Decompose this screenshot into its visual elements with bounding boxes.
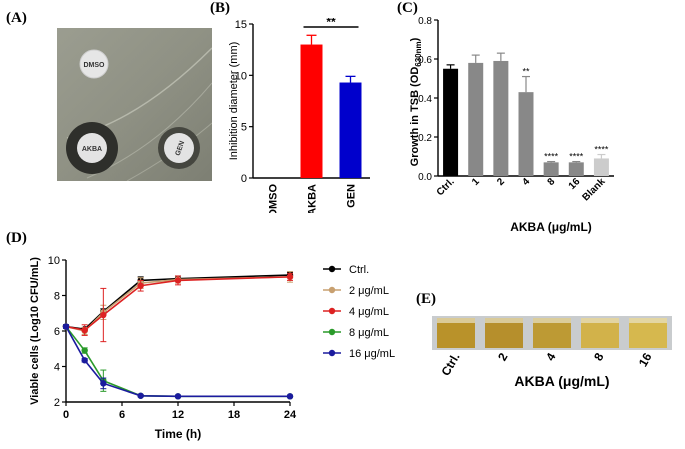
y-axis-label: Viable cells (Log10 CFU/mL) xyxy=(29,257,41,405)
x-axis-label: AKBA (μg/mL) xyxy=(510,220,592,234)
x-tick-label: 4 xyxy=(520,176,532,188)
y-tick-label: 0.8 xyxy=(418,16,432,27)
y-tick-label: 4 xyxy=(54,362,60,374)
legend-label: Ctrl. xyxy=(349,264,369,276)
x-tick-label: 18 xyxy=(228,409,240,421)
y-tick-label: 0.2 xyxy=(418,133,432,144)
x-tick-label: DMSO xyxy=(268,184,280,213)
y-axis-label: Inhibition diameter (mm) xyxy=(228,42,240,161)
x-tick-label: Ctrl. xyxy=(435,176,457,198)
legend-label: 8 μg/mL xyxy=(349,327,389,339)
legend-marker xyxy=(328,265,336,273)
x-tick-label: 24 xyxy=(284,409,297,421)
tube-label: 8 xyxy=(591,350,607,363)
panel-label-e: (E) xyxy=(416,291,436,307)
chart-c-growth-tsb: 0.0 0.2 0.4 0.6 0.8 Growth in TSB (OD630nm) Ct… xyxy=(409,16,614,234)
y-tick-label: 10 xyxy=(48,255,60,267)
panel-label-d: (D) xyxy=(6,230,27,246)
legend-label: 4 μg/mL xyxy=(349,306,389,318)
bar xyxy=(568,162,584,176)
data-point xyxy=(81,347,88,354)
legend-label: 16 μg/mL xyxy=(349,348,395,360)
tube-label: 4 xyxy=(543,350,559,363)
x-tick-label: 16 xyxy=(567,176,583,192)
agar-plate-photo: DMSO AKBA GEN xyxy=(57,28,212,181)
data-point xyxy=(286,393,294,400)
x-tick-label: 0 xyxy=(63,409,69,421)
data-point xyxy=(100,311,107,319)
bar xyxy=(543,162,559,176)
significance-label: **** xyxy=(594,145,609,155)
tube-meniscus xyxy=(533,318,571,323)
x-axis-label: AKBA (μg/mL) xyxy=(514,373,609,389)
akba-disk xyxy=(77,133,107,163)
data-point xyxy=(286,273,294,281)
significance-label: ** xyxy=(522,67,530,77)
data-point xyxy=(174,277,182,284)
series-line xyxy=(65,326,290,398)
y-tick-label: 2 xyxy=(54,397,60,409)
y-tick-label: 10 xyxy=(235,70,247,82)
x-tick-label: 6 xyxy=(119,409,125,421)
bar xyxy=(443,68,459,176)
tube-label: 2 xyxy=(495,350,511,363)
gen-disk-label: GEN xyxy=(175,140,187,157)
y-axis-label: Growth in TSB (OD630nm) xyxy=(409,37,423,166)
bar xyxy=(468,62,484,176)
akba-disk-label: AKBA xyxy=(82,146,102,153)
y-tick-label: 15 xyxy=(235,19,247,31)
x-tick-label: GEN xyxy=(346,184,358,208)
panel-label-c: (C) xyxy=(397,0,418,16)
x-axis-label: Time (h) xyxy=(155,427,201,441)
x-tick-label: 1 xyxy=(470,176,482,188)
panel-label-a: (A) xyxy=(6,10,27,26)
chart-b-inhibition-diameter: 0 5 10 15 Inhibition diameter (mm) DMSO AKBA GE… xyxy=(228,18,370,213)
y-tick-label: 0 xyxy=(241,173,247,185)
x-tick-label: 12 xyxy=(172,409,184,421)
y-tick-label: 0.4 xyxy=(418,94,432,105)
data-point xyxy=(100,380,107,387)
culture-tubes-photo: Ctrl. 2 4 8 16 AKBA (μg/mL) xyxy=(432,316,672,389)
legend-marker xyxy=(328,349,336,357)
x-tick-label: 2 xyxy=(495,176,507,188)
y-tick-label: 6 xyxy=(54,326,60,338)
gen-disk xyxy=(164,133,194,163)
data-point xyxy=(81,326,88,334)
bar xyxy=(493,60,509,177)
y-tick-label: 0.0 xyxy=(418,172,432,183)
y-tick-label: 0.6 xyxy=(418,55,432,66)
tube-meniscus xyxy=(629,318,667,323)
panel-label-b: (B) xyxy=(210,0,230,16)
y-tick-label: 5 xyxy=(241,122,247,134)
x-tick-label: Blank xyxy=(581,176,608,203)
data-point xyxy=(137,392,144,399)
x-tick-label: 8 xyxy=(546,176,558,188)
significance-label: **** xyxy=(569,152,584,162)
tube-label: Ctrl. xyxy=(438,351,462,379)
significance-label: **** xyxy=(544,152,559,162)
legend-marker xyxy=(328,286,336,294)
legend-label: 2 μg/mL xyxy=(349,285,389,297)
x-tick-label: AKBA xyxy=(307,184,319,213)
data-point xyxy=(137,282,144,289)
bar xyxy=(518,92,534,176)
bar xyxy=(300,44,323,179)
data-point xyxy=(174,393,182,400)
data-point xyxy=(62,323,70,330)
legend-marker xyxy=(328,307,336,315)
tube-label: 16 xyxy=(636,350,655,369)
data-point xyxy=(81,357,88,364)
bar xyxy=(593,158,609,176)
series-line xyxy=(65,326,290,398)
y-tick-label: 8 xyxy=(54,291,60,303)
tube-meniscus xyxy=(437,318,475,323)
significance-label: ** xyxy=(326,18,336,29)
tube-meniscus xyxy=(581,318,619,323)
dmso-disk-label: DMSO xyxy=(84,62,106,69)
bar xyxy=(339,82,362,178)
legend-marker xyxy=(328,328,336,336)
dmso-disk xyxy=(79,49,109,79)
tube-meniscus xyxy=(485,318,523,323)
